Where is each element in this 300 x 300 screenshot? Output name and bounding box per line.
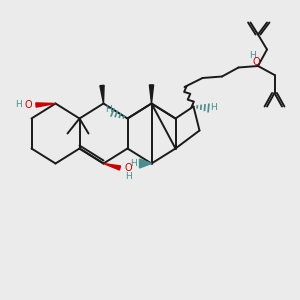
Text: O: O [253, 57, 260, 68]
Text: O: O [24, 100, 32, 110]
Text: H: H [211, 103, 217, 112]
Polygon shape [36, 103, 56, 107]
Text: O: O [124, 163, 132, 173]
Text: H: H [249, 51, 256, 60]
Polygon shape [100, 85, 104, 103]
Text: H: H [130, 159, 137, 168]
Text: H: H [125, 172, 131, 181]
Polygon shape [140, 159, 152, 168]
Text: H: H [105, 105, 111, 114]
Polygon shape [103, 164, 121, 170]
Polygon shape [149, 85, 154, 104]
Text: H: H [15, 100, 21, 109]
